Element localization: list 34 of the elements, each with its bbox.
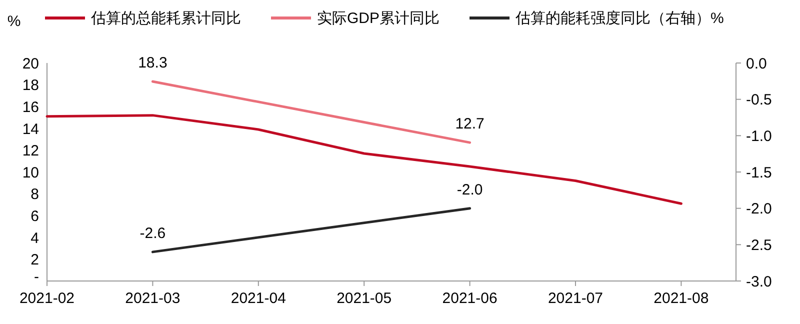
x-tick-label: 2021-05 — [336, 290, 392, 307]
x-tick-label: 2021-07 — [548, 290, 604, 307]
x-tick-label: 2021-08 — [654, 290, 709, 307]
y-tick-label: 18 — [22, 77, 39, 94]
data-label: 12.7 — [455, 116, 484, 133]
data-label: -2.6 — [140, 224, 166, 242]
y-tick-label: 2 — [30, 252, 39, 269]
x-tick-label: 2021-04 — [230, 290, 286, 307]
y-tick-label: 16 — [22, 99, 39, 116]
y2-tick-label: -2.5 — [746, 237, 772, 254]
y-axis-title: % — [7, 13, 21, 30]
legend-label: 估算的能耗强度同比（右轴）% — [514, 10, 724, 27]
data-label: -2.0 — [456, 181, 483, 198]
y-tick-label: 4 — [30, 230, 39, 247]
y2-tick-label: -2.0 — [746, 200, 772, 218]
y2-tick-label: -0.5 — [746, 92, 772, 109]
x-tick-label: 2021-03 — [125, 290, 180, 307]
data-label: 18.3 — [138, 54, 168, 72]
x-tick-label: 2021-06 — [442, 290, 498, 307]
y2-tick-label: -1.0 — [746, 128, 772, 146]
legend-label: 实际GDP累计同比 — [317, 10, 440, 27]
y2-tick-label: -3.0 — [746, 273, 772, 290]
y-tick-label: 6 — [30, 208, 39, 225]
y-tick-label: - — [34, 268, 39, 286]
x-tick-label: 2021-02 — [19, 290, 75, 307]
y-tick-label: 20 — [22, 55, 39, 72]
line-series — [46, 114, 682, 205]
y2-tick-label: -1.5 — [746, 164, 772, 182]
y-tick-label: 14 — [22, 120, 39, 138]
y2-tick-label: 0.0 — [746, 55, 767, 72]
y-tick-label: 8 — [30, 186, 39, 204]
y-tick-label: 10 — [22, 164, 39, 182]
legend-label: 估算的总能耗累计同比 — [90, 10, 241, 27]
y-tick-label: 12 — [22, 142, 39, 160]
